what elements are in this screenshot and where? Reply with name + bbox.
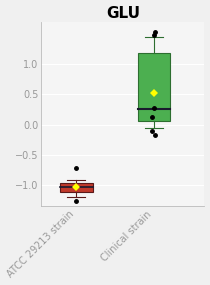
Bar	[138, 53, 170, 121]
Title: GLU: GLU	[106, 5, 140, 21]
Bar	[60, 183, 93, 192]
